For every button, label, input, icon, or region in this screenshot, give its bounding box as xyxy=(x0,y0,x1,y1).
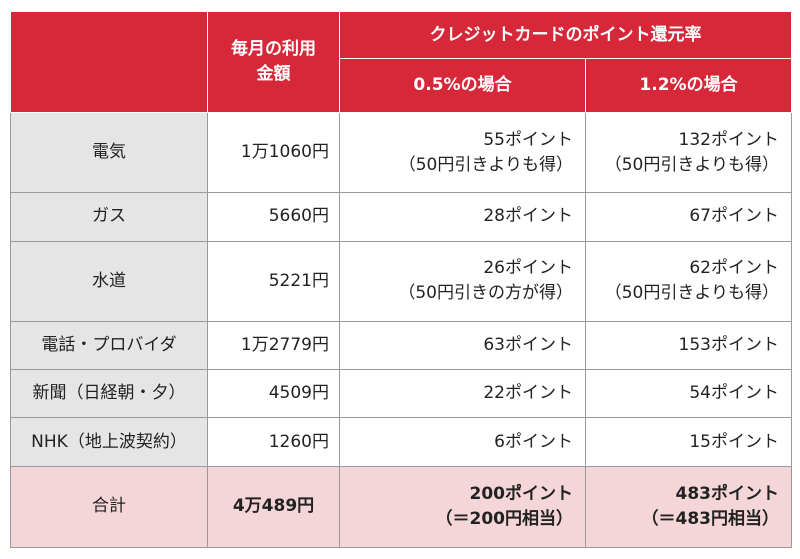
row-label: 電話・プロバイダ xyxy=(10,320,208,371)
points-a-main: 55ポイント xyxy=(483,129,573,150)
row-points-b: 67ポイント xyxy=(585,192,792,242)
row-amount: 1万1060円 xyxy=(207,112,340,194)
table-row: 電話・プロバイダ 1万2779円 63ポイント 153ポイント xyxy=(10,320,792,371)
row-points-a: 22ポイント xyxy=(339,369,586,419)
header-rate-title: クレジットカードのポイント還元率 xyxy=(339,10,792,60)
table-row: 電気 1万1060円 55ポイント （50円引きよりも得） 132ポイント （5… xyxy=(10,112,792,194)
row-points-a: 28ポイント xyxy=(339,192,586,242)
total-amount: 4万489円 xyxy=(207,465,340,549)
header-monthly-line2: 金額 xyxy=(256,64,291,85)
row-amount: 1260円 xyxy=(207,417,340,467)
row-points-b: 132ポイント （50円引きよりも得） xyxy=(585,112,792,194)
points-b-main: 132ポイント xyxy=(678,129,779,150)
header-row-2: 0.5%の場合 1.2%の場合 xyxy=(11,58,792,114)
total-label: 合計 xyxy=(10,465,208,549)
total-a-main: 200ポイント xyxy=(469,483,574,504)
row-amount: 4509円 xyxy=(207,369,340,419)
points-b-note: （50円引きよりも得） xyxy=(604,154,779,175)
row-points-b: 153ポイント xyxy=(585,320,792,371)
row-points-b: 54ポイント xyxy=(585,369,792,419)
table-row: NHK（地上波契約） 1260円 6ポイント 15ポイント xyxy=(10,417,792,467)
header-monthly-amount: 毎月の利用 金額 xyxy=(207,10,340,114)
header-corner-cell xyxy=(10,10,208,114)
total-b-note: （＝483円相当） xyxy=(641,508,780,529)
total-points-b: 483ポイント （＝483円相当） xyxy=(585,465,792,549)
row-label: ガス xyxy=(10,192,208,242)
row-label: NHK（地上波契約） xyxy=(10,417,208,467)
row-points-b: 62ポイント （50円引きよりも得） xyxy=(585,240,792,322)
total-row: 合計 4万489円 200ポイント （＝200円相当） 483ポイント （＝48… xyxy=(10,465,792,549)
row-points-a: 6ポイント xyxy=(339,417,586,467)
row-label: 電気 xyxy=(10,112,208,194)
row-points-a: 63ポイント xyxy=(339,320,586,371)
row-amount: 5221円 xyxy=(207,240,340,322)
row-points-b: 15ポイント xyxy=(585,417,792,467)
table-row: 水道 5221円 26ポイント （50円引きの方が得） 62ポイント （50円引… xyxy=(10,240,792,322)
table-row: ガス 5660円 28ポイント 67ポイント xyxy=(10,192,792,242)
points-b-main: 62ポイント xyxy=(689,258,779,279)
points-a-note: （50円引きよりも得） xyxy=(398,154,573,175)
points-a-main: 26ポイント xyxy=(483,258,573,279)
points-a-note: （50円引きの方が得） xyxy=(398,283,573,304)
row-amount: 1万2779円 xyxy=(207,320,340,371)
row-label: 水道 xyxy=(10,240,208,322)
row-points-a: 26ポイント （50円引きの方が得） xyxy=(339,240,586,322)
points-comparison-table: 毎月の利用 金額 クレジットカードのポイント還元率 0.5%の場合 1.2%の場… xyxy=(10,10,792,549)
row-label: 新聞（日経朝・夕） xyxy=(10,369,208,419)
header-monthly-line1: 毎月の利用 xyxy=(231,39,316,60)
header-rate-b: 1.2%の場合 xyxy=(585,58,792,114)
total-a-note: （＝200円相当） xyxy=(435,508,574,529)
points-b-note: （50円引きよりも得） xyxy=(604,283,779,304)
total-points-a: 200ポイント （＝200円相当） xyxy=(339,465,586,549)
total-b-main: 483ポイント xyxy=(675,483,780,504)
header-rate-a: 0.5%の場合 xyxy=(339,58,586,114)
table-row: 新聞（日経朝・夕） 4509円 22ポイント 54ポイント xyxy=(10,369,792,419)
row-amount: 5660円 xyxy=(207,192,340,242)
header-row-1: 毎月の利用 金額 クレジットカードのポイント還元率 xyxy=(10,10,792,114)
row-points-a: 55ポイント （50円引きよりも得） xyxy=(339,112,586,194)
